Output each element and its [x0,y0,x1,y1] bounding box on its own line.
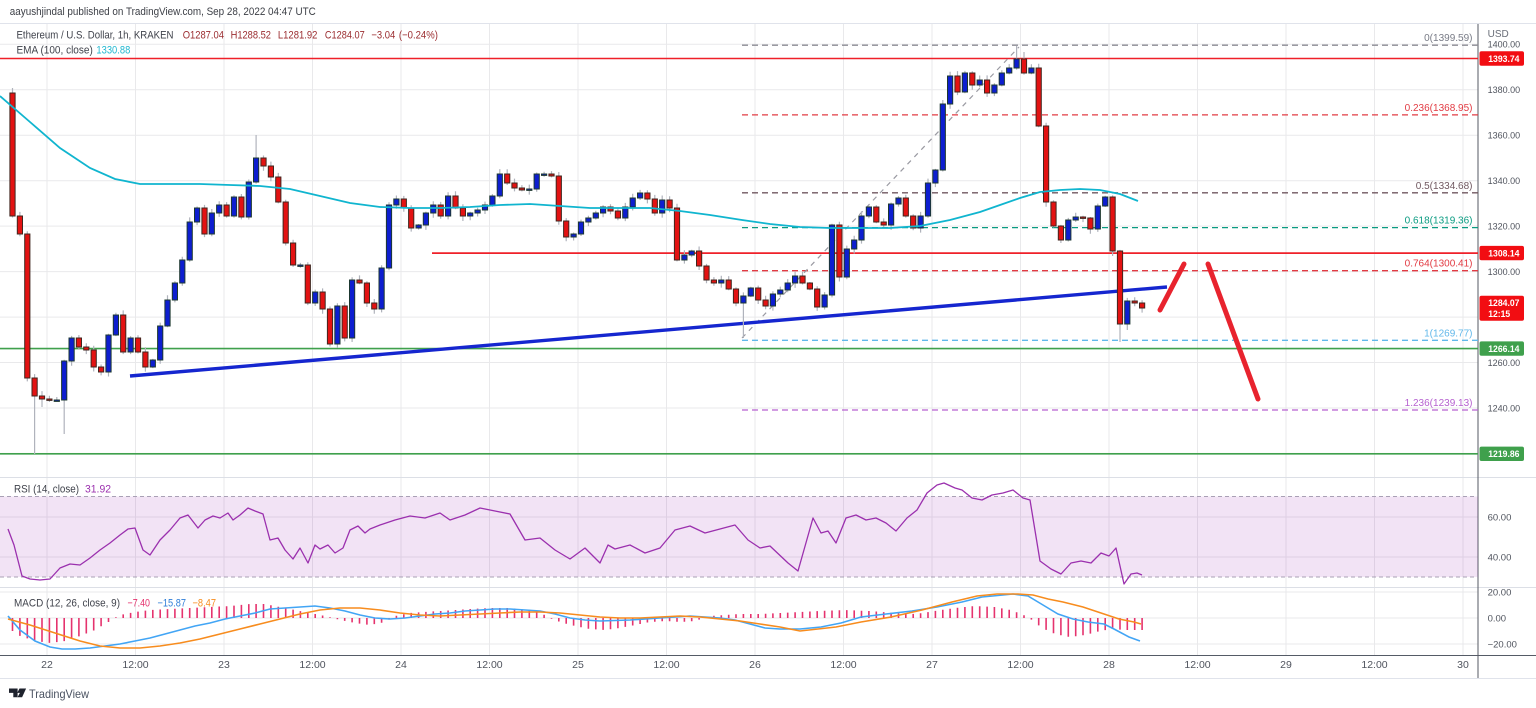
svg-text:1(1269.77): 1(1269.77) [1424,328,1472,339]
svg-text:1340.00: 1340.00 [1488,176,1521,187]
svg-text:RSI (14, close): RSI (14, close) [14,484,79,496]
svg-text:1393.74: 1393.74 [1488,54,1520,65]
svg-text:Ethereum / U.S. Dollar, 1h, KR: Ethereum / U.S. Dollar, 1h, KRAKEN [17,29,174,41]
svg-text:12:00: 12:00 [830,659,856,671]
svg-text:−7.40: −7.40 [128,598,151,610]
svg-text:1380.00: 1380.00 [1488,85,1521,96]
svg-text:1219.86: 1219.86 [1488,449,1519,460]
svg-text:0.764(1300.41): 0.764(1300.41) [1405,259,1473,270]
svg-text:1240.00: 1240.00 [1488,403,1521,414]
svg-text:20.00: 20.00 [1488,587,1512,598]
svg-text:0.5(1334.68): 0.5(1334.68) [1416,181,1473,192]
svg-text:40.00: 40.00 [1488,552,1512,563]
svg-text:12:00: 12:00 [1184,659,1210,671]
svg-text:1400.00: 1400.00 [1488,40,1521,51]
svg-text:12:00: 12:00 [1007,659,1033,671]
svg-text:aayushjindal published on Trad: aayushjindal published on TradingView.co… [10,6,316,18]
svg-text:−15.87: −15.87 [158,598,187,610]
svg-text:MACD (12, 26, close, 9): MACD (12, 26, close, 9) [14,598,120,610]
svg-text:1360.00: 1360.00 [1488,131,1521,142]
svg-text:29: 29 [1280,659,1292,671]
svg-text:60.00: 60.00 [1488,512,1512,523]
svg-text:0.618(1319.36): 0.618(1319.36) [1405,216,1473,227]
svg-text:24: 24 [395,659,407,671]
svg-text:12:00: 12:00 [476,659,502,671]
svg-text:12:00: 12:00 [653,659,679,671]
svg-text:−3.04: −3.04 [371,29,395,41]
svg-text:27: 27 [926,659,938,671]
svg-text:1330.88: 1330.88 [96,45,130,57]
svg-text:28: 28 [1103,659,1115,671]
svg-text:26: 26 [749,659,761,671]
svg-text:1320.00: 1320.00 [1488,222,1521,233]
svg-text:25: 25 [572,659,584,671]
svg-text:31.92: 31.92 [85,484,111,496]
svg-text:0(1399.59): 0(1399.59) [1424,33,1472,44]
svg-text:H1288.52: H1288.52 [231,29,271,41]
svg-text:1284.07: 1284.07 [1488,298,1519,309]
svg-text:TradingView: TradingView [29,687,89,701]
svg-text:C1284.07: C1284.07 [325,29,365,41]
svg-text:USD: USD [1488,29,1509,40]
svg-text:1260.00: 1260.00 [1488,358,1521,369]
svg-text:1266.14: 1266.14 [1488,344,1520,355]
svg-text:−20.00: −20.00 [1488,639,1517,650]
svg-text:1300.00: 1300.00 [1488,267,1521,278]
svg-text:−8.47: −8.47 [193,598,217,610]
svg-text:12:00: 12:00 [299,659,325,671]
svg-text:0.236(1368.95): 0.236(1368.95) [1405,103,1473,114]
svg-text:12:00: 12:00 [1361,659,1387,671]
svg-text:1308.14: 1308.14 [1488,249,1520,260]
svg-text:(−0.24%): (−0.24%) [399,29,438,41]
svg-text:30: 30 [1457,659,1469,671]
svg-text:1.236(1239.13): 1.236(1239.13) [1405,398,1473,409]
svg-text:12:15: 12:15 [1488,309,1511,320]
svg-text:12:00: 12:00 [122,659,148,671]
svg-text:EMA (100, close): EMA (100, close) [17,45,93,57]
svg-text:23: 23 [218,659,230,671]
svg-text:22: 22 [41,659,53,671]
svg-text:0.00: 0.00 [1488,613,1507,624]
svg-text:L1281.92: L1281.92 [278,29,318,41]
svg-text:O1287.04: O1287.04 [183,29,224,41]
